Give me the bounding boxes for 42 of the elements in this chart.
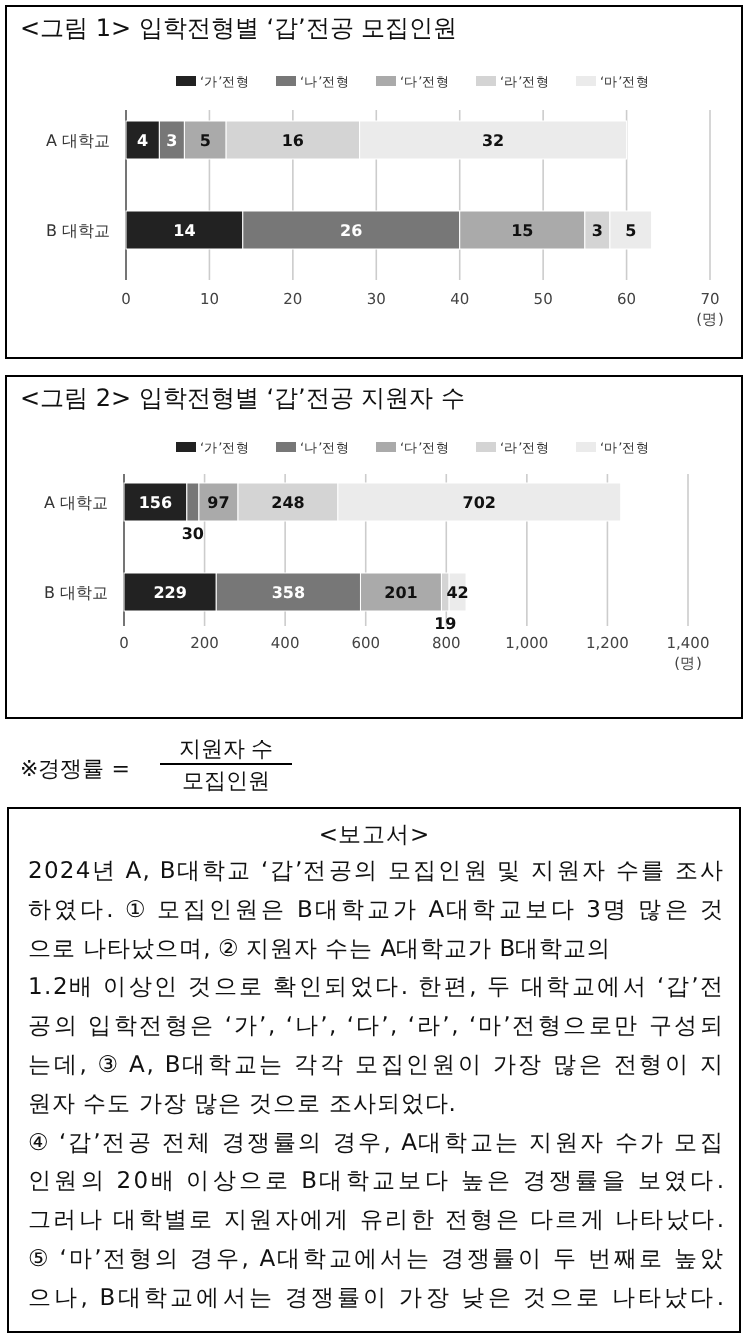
text: ⑤ ‘마’전형의 경우, A대학교에서는 경쟁률이 두 번째로 높았 <box>28 1244 724 1272</box>
text: 2024년 A, B대학교 ‘갑’전공의 모집인원 및 지원자 수를 조사 <box>28 856 724 884</box>
text: 으로 나타났으며, ② 지원자 수는 A대학교가 B대학교의 <box>28 933 612 962</box>
data-label: 4 <box>137 132 150 150</box>
text: 는데, ③ A, B대학교는 각각 모집인원이 가장 많은 전형이 지 <box>28 1050 724 1078</box>
data-label: 229 <box>153 584 188 602</box>
y-tick-label: B 대학교 <box>45 222 110 240</box>
text: 인원의 20배 이상으로 B대학교보다 높은 경쟁률을 보였다. <box>28 1166 724 1195</box>
y-tick-label: A 대학교 <box>45 132 110 150</box>
data-label: 3 <box>166 132 178 150</box>
data-label: 358 <box>271 584 306 602</box>
data-label: 201 <box>384 584 419 602</box>
data-label: 248 <box>271 494 306 512</box>
text: 원자 수도 가장 많은 것으로 조사되었다. <box>28 1088 456 1117</box>
data-label: 156 <box>138 494 173 512</box>
y-tick-label: B 대학교 <box>43 584 108 602</box>
title: <그림 1> 입학전형별 ‘갑’전공 모집인원 <box>20 14 458 42</box>
data-label: 16 <box>281 132 305 150</box>
data-label: 5 <box>625 222 638 240</box>
text: 공의 입학전형은 ‘가’, ‘나’, ‘다’, ‘라’, ‘마’전형으로만 구성되 <box>28 1011 724 1040</box>
text: 1.2배 이상인 것으로 확인되었다. 한편, 두 대학교에서 ‘갑’전 <box>28 972 724 1001</box>
data-label: 30 <box>181 525 205 543</box>
y-tick-label: A 대학교 <box>43 494 108 512</box>
data-label: 97 <box>207 494 230 512</box>
text: 모집인원 <box>182 768 270 794</box>
data-label: 702 <box>462 494 497 512</box>
title: <그림 2> 입학전형별 ‘갑’전공 지원자 수 <box>20 384 465 412</box>
text: 으나, B대학교에서는 경쟁률이 가장 낮은 것으로 나타났다. <box>28 1282 724 1311</box>
data-label: 19 <box>434 615 458 633</box>
data-label: 32 <box>481 132 505 150</box>
data-label: 14 <box>173 222 197 240</box>
data-label: 3 <box>591 222 603 240</box>
data-label: 26 <box>340 222 364 240</box>
text: 지원자 수 <box>178 736 274 762</box>
data-label: 42 <box>446 584 469 602</box>
text: <보고서> <box>318 820 430 848</box>
data-label: 15 <box>511 222 535 240</box>
data-label: 5 <box>199 132 212 150</box>
text: 하였다. ① 모집인원은 B대학교가 A대학교보다 3명 많은 것 <box>28 894 724 923</box>
text: ※경쟁률 = <box>20 756 130 782</box>
text: 그러나 대학별로 지원자에게 유리한 전형은 다르게 나타났다. <box>28 1205 724 1234</box>
text: ④ ‘갑’전공 전체 경쟁률의 경우, A대학교는 지원자 수가 모집 <box>28 1127 724 1156</box>
